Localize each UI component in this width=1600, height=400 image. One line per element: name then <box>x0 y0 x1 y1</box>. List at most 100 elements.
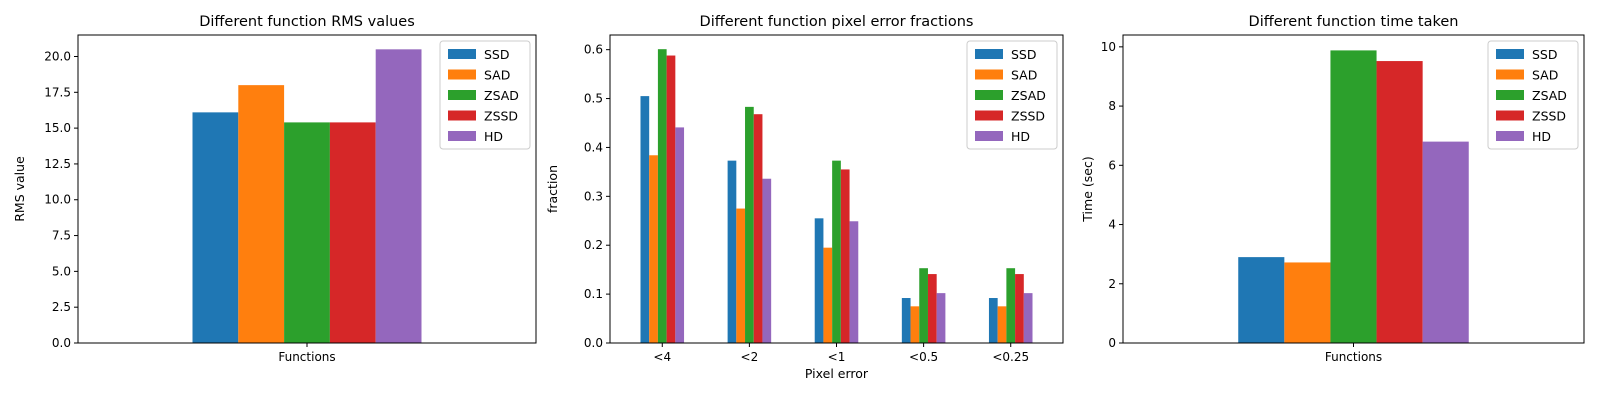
legend-label-sad: SAD <box>1011 68 1037 83</box>
x-axis-label: Pixel error <box>805 366 869 381</box>
y-tick-label: 17.5 <box>44 85 71 99</box>
bar-ssd-1 <box>192 112 239 343</box>
x-tick-label: <1 <box>828 350 846 364</box>
bar-hd-1 <box>375 49 422 343</box>
legend-swatch-zsad <box>448 90 476 100</box>
legend-label-zsad: ZSAD <box>1011 88 1046 103</box>
legend-swatch-zssd <box>448 110 476 121</box>
bar-zsad-1 <box>657 49 667 344</box>
bar-hd-4 <box>936 293 946 343</box>
bar-sad-4 <box>910 306 920 343</box>
y-tick-label: 0.1 <box>584 287 603 301</box>
legend-box <box>1487 40 1579 150</box>
legend-label-sad: SAD <box>484 68 510 83</box>
legend-swatch-sad <box>448 69 476 80</box>
y-tick-label: 20.0 <box>44 49 71 63</box>
bar-ssd-1 <box>1238 257 1285 343</box>
chart-3: 0 2 4 6 8 10 Functions Different function time … <box>1080 14 1585 364</box>
chart-title: Different function time taken <box>1249 14 1459 30</box>
legend: SSD SAD ZSAD ZSSD HD <box>439 40 531 150</box>
y-tick-label: 0.5 <box>584 92 603 106</box>
bar-hd-5 <box>1023 293 1033 343</box>
legend-swatch-hd <box>448 131 476 141</box>
legend-swatch-sad <box>975 69 1003 80</box>
legend-label-ssd: SSD <box>484 47 510 62</box>
y-tick-label: 12.5 <box>44 157 71 171</box>
legend-box <box>966 40 1058 150</box>
bar-hd-2 <box>762 178 772 343</box>
bar-zssd-1 <box>329 122 376 343</box>
y-tick-label: 0.0 <box>52 336 71 350</box>
y-tick-label: 0 <box>1108 336 1116 350</box>
bar-sad-1 <box>649 155 658 343</box>
bar-zsad-4 <box>919 268 928 343</box>
bar-zssd-4 <box>927 274 937 343</box>
bar-zsad-2 <box>745 106 754 344</box>
chart-title: Different function RMS values <box>199 14 415 30</box>
bar-zsad-3 <box>832 160 841 343</box>
bar-zssd-2 <box>753 114 763 343</box>
bar-ssd-3 <box>814 218 824 343</box>
y-axis-label: RMS value <box>12 156 27 222</box>
y-tick-label: 4 <box>1108 218 1116 232</box>
legend-swatch-hd <box>975 131 1003 141</box>
legend-label-hd: HD <box>1011 129 1030 144</box>
bar-ssd-4 <box>901 298 911 343</box>
bar-hd-3 <box>849 221 859 343</box>
bar-zssd-5 <box>1015 274 1024 343</box>
legend-label-hd: HD <box>1532 129 1551 144</box>
bar-ssd-1 <box>640 96 650 343</box>
bar-hd-1 <box>1422 141 1469 343</box>
x-tick-label: <0.25 <box>992 350 1029 364</box>
legend-box <box>439 40 531 150</box>
x-tick-label: <2 <box>741 350 759 364</box>
y-axis-label: Time (sec) <box>1080 156 1095 222</box>
bar-ssd-5 <box>988 298 998 343</box>
bar-zsad-1 <box>1330 50 1377 344</box>
bar-sad-1 <box>238 85 285 343</box>
legend-swatch-zsad <box>1496 90 1524 100</box>
bar-sad-5 <box>997 306 1007 343</box>
y-tick-label: 0.6 <box>584 43 603 57</box>
x-tick-label: Functions <box>278 350 335 364</box>
bar-zssd-1 <box>1376 61 1423 344</box>
bar-zsad-1 <box>284 122 330 343</box>
bar-sad-3 <box>823 247 833 343</box>
x-tick-label: <4 <box>653 350 671 364</box>
legend-swatch-ssd <box>448 49 476 59</box>
legend-label-zssd: ZSSD <box>1532 109 1566 124</box>
y-tick-label: 2 <box>1108 277 1116 291</box>
y-tick-label: 10.0 <box>44 193 71 207</box>
bar-zssd-3 <box>840 169 850 343</box>
y-tick-label: 6 <box>1108 158 1116 172</box>
y-tick-label: 0.4 <box>584 140 603 154</box>
legend-swatch-sad <box>1496 69 1524 80</box>
legend-label-ssd: SSD <box>1532 47 1558 62</box>
bar-zsad-5 <box>1006 268 1016 343</box>
chart-1: 0.0 2.5 5.0 7.5 10.0 12.5 15.0 17.5 20.0 Function… <box>12 14 537 364</box>
y-tick-label: 7.5 <box>52 229 71 243</box>
legend-swatch-hd <box>1496 131 1524 141</box>
y-tick-label: 0.0 <box>584 336 603 350</box>
chart-2: 0.0 0.1 0.2 0.3 0.4 0.5 0.6 <4 <2 <1 <0.5 <0.25 Diff… <box>545 14 1064 381</box>
y-tick-label: 15.0 <box>44 121 71 135</box>
legend-swatch-zssd <box>1496 110 1524 121</box>
bar-hd-1 <box>675 127 685 344</box>
legend-label-zssd: ZSSD <box>484 109 518 124</box>
y-axis-label: fraction <box>545 165 560 213</box>
legend-label-zsad: ZSAD <box>1532 88 1567 103</box>
legend-swatch-zssd <box>975 110 1003 121</box>
legend-swatch-ssd <box>975 49 1003 59</box>
legend-swatch-zsad <box>975 90 1003 100</box>
legend-label-hd: HD <box>484 129 503 144</box>
bar-ssd-2 <box>727 160 737 343</box>
legend-label-zsad: ZSAD <box>484 88 519 103</box>
bar-sad-1 <box>1284 262 1331 343</box>
y-tick-label: 10 <box>1101 40 1116 54</box>
legend-label-sad: SAD <box>1532 68 1558 83</box>
y-tick-label: 0.3 <box>584 189 603 203</box>
bar-sad-2 <box>736 208 746 343</box>
x-tick-label: Functions <box>1325 350 1382 364</box>
y-tick-label: 0.2 <box>584 238 603 252</box>
